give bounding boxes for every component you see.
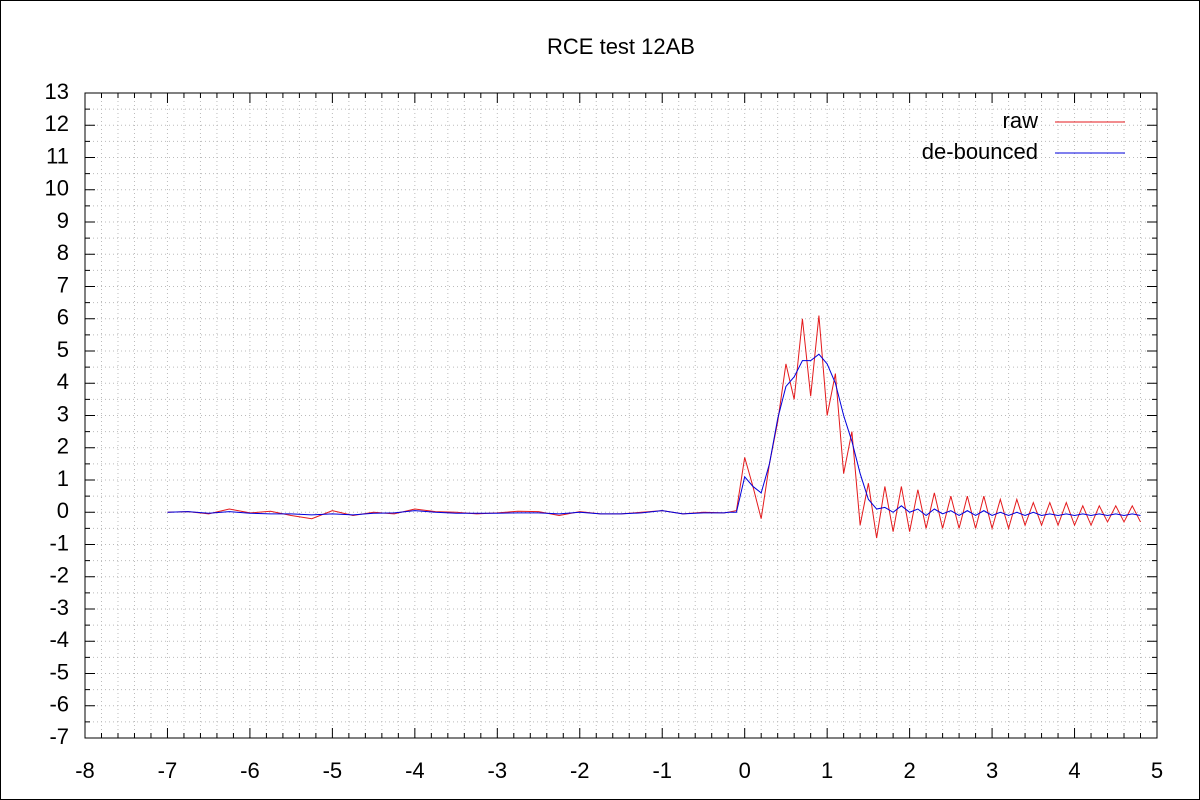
y-tick-label: 1 [57, 466, 69, 491]
y-tick-label: 2 [57, 434, 69, 459]
y-tick-label: 7 [57, 272, 69, 297]
chart-title: RCE test 12AB [547, 34, 695, 59]
y-tick-label: -4 [49, 627, 69, 652]
x-tick-label: 2 [903, 758, 915, 783]
x-tick-label: -8 [75, 758, 95, 783]
y-tick-label: 9 [57, 208, 69, 233]
series-line [167, 315, 1141, 539]
x-tick-label: -4 [405, 758, 425, 783]
x-tick-label: -5 [323, 758, 343, 783]
y-tick-label: 12 [45, 111, 69, 136]
x-tick-label: 1 [821, 758, 833, 783]
x-tick-label: -3 [488, 758, 508, 783]
legend-label: de-bounced [922, 139, 1038, 164]
x-tick-label: -2 [570, 758, 590, 783]
series-line [167, 353, 1141, 517]
y-tick-label: -3 [49, 595, 69, 620]
legend-label: raw [1003, 108, 1039, 133]
x-tick-label: -7 [158, 758, 178, 783]
y-tick-label: 0 [57, 498, 69, 523]
y-tick-label: 13 [45, 79, 69, 104]
x-tick-label: 3 [986, 758, 998, 783]
y-tick-label: -6 [49, 692, 69, 717]
y-tick-label: 10 [45, 176, 69, 201]
x-tick-label: -6 [240, 758, 260, 783]
x-tick-label: 5 [1151, 758, 1163, 783]
y-tick-label: -7 [49, 724, 69, 749]
y-tick-label: 11 [46, 143, 69, 168]
y-tick-label: -5 [49, 659, 69, 684]
y-tick-label: 6 [57, 305, 69, 330]
x-tick-label: -1 [652, 758, 672, 783]
y-tick-label: 8 [57, 240, 69, 265]
x-tick-label: 0 [739, 758, 751, 783]
plot-frame [84, 92, 1158, 739]
y-tick-label: 4 [57, 369, 69, 394]
y-tick-label: 3 [57, 401, 69, 426]
x-tick-label: 4 [1068, 758, 1080, 783]
y-tick-label: 5 [57, 337, 69, 362]
y-tick-label: -2 [49, 563, 69, 588]
y-tick-label: -1 [49, 530, 69, 555]
